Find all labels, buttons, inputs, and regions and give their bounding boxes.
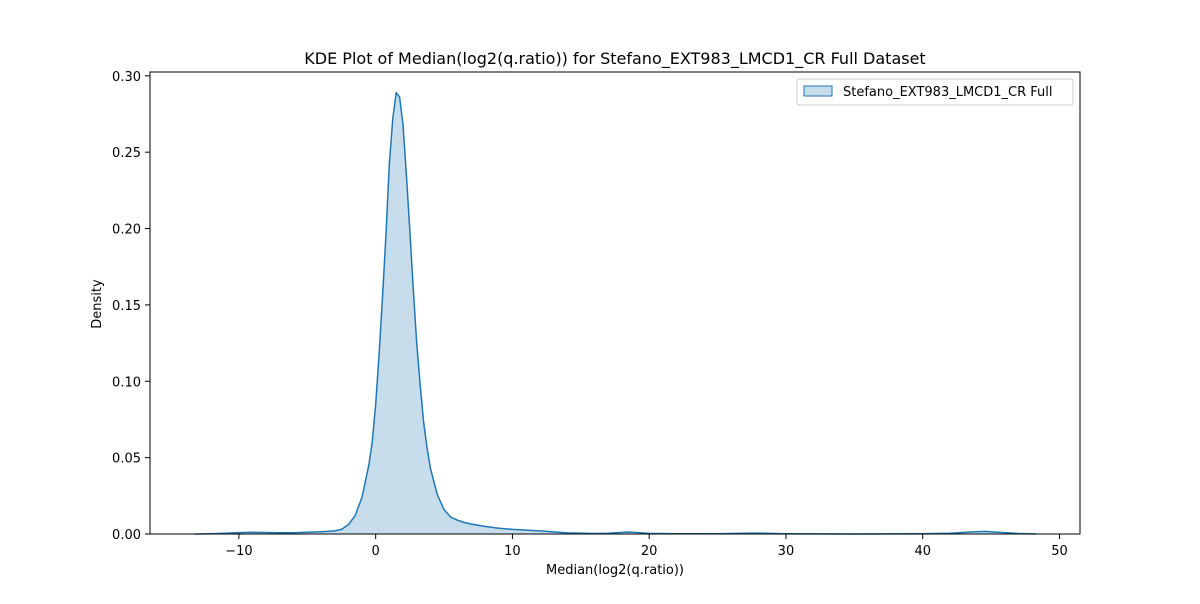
y-tick-label: 0.00 bbox=[112, 528, 141, 543]
axes-frame bbox=[149, 71, 1081, 535]
y-tick-label: 0.10 bbox=[112, 375, 141, 390]
axes: −10 0 10 20 30 40 50 0.00 0.05 0.10 0.15 0.20 0.25 0.… bbox=[112, 70, 1081, 559]
y-axis-label: Density bbox=[90, 279, 105, 329]
x-tick-label: 50 bbox=[1051, 544, 1068, 559]
legend: Stefano_EXT983_LMCD1_CR Full bbox=[796, 78, 1074, 106]
kde-line-0 bbox=[195, 91, 1037, 535]
y-tick-label: 0.05 bbox=[112, 452, 141, 467]
x-tick-label: 0 bbox=[372, 544, 380, 559]
plot-area bbox=[195, 91, 1037, 535]
x-tick-label: 20 bbox=[641, 544, 658, 559]
y-tick-label: 0.15 bbox=[112, 299, 141, 314]
x-axis-label: Median(log2(q.ratio)) bbox=[546, 563, 684, 578]
kde-area-0 bbox=[195, 92, 1037, 534]
x-tick-label: 10 bbox=[504, 544, 521, 559]
y-tick-label: 0.25 bbox=[112, 146, 141, 161]
y-tick-label: 0.20 bbox=[112, 223, 141, 238]
x-tick-label: 30 bbox=[778, 544, 795, 559]
x-tick-label: 40 bbox=[914, 544, 931, 559]
x-tick-label: −10 bbox=[225, 544, 252, 559]
legend-label: Stefano_EXT983_LMCD1_CR Full bbox=[843, 85, 1053, 100]
chart-title: KDE Plot of Median(log2(q.ratio)) for St… bbox=[304, 49, 925, 69]
legend-frame bbox=[796, 78, 1074, 106]
legend-swatch bbox=[803, 85, 833, 97]
y-tick-label: 0.30 bbox=[112, 70, 141, 85]
